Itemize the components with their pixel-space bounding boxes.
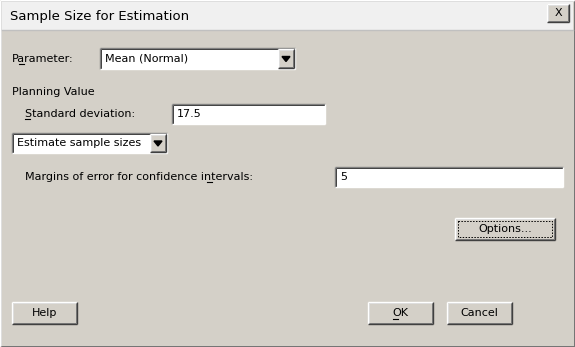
Bar (100, 48, 295, 69)
Bar (150, 134, 166, 152)
Bar (455, 218, 555, 240)
Bar (12, 133, 167, 153)
Polygon shape (282, 57, 290, 61)
Polygon shape (154, 141, 162, 146)
Bar (447, 302, 512, 324)
Bar (458, 221, 552, 237)
Text: X: X (554, 8, 562, 18)
Text: Sample Size for Estimation: Sample Size for Estimation (10, 9, 189, 23)
Text: Planning Value: Planning Value (12, 87, 95, 97)
Bar (172, 104, 325, 124)
Bar (278, 49, 294, 68)
Bar (547, 4, 569, 22)
Text: Margins of error for confidence intervals:: Margins of error for confidence interval… (25, 172, 253, 182)
Bar (2, 2, 573, 30)
Text: Options...: Options... (478, 224, 532, 234)
Text: Cancel: Cancel (461, 308, 499, 318)
Bar (335, 167, 563, 187)
Text: Standard deviation:: Standard deviation: (25, 109, 135, 119)
Text: 17.5: 17.5 (177, 109, 202, 119)
Bar (12, 302, 77, 324)
Text: Parameter:: Parameter: (12, 53, 74, 64)
Text: Mean (Normal): Mean (Normal) (105, 53, 188, 64)
Text: Help: Help (32, 308, 57, 318)
Text: OK: OK (393, 308, 408, 318)
Text: 5: 5 (340, 172, 347, 182)
Text: Estimate sample sizes: Estimate sample sizes (17, 138, 141, 148)
Bar (368, 302, 433, 324)
